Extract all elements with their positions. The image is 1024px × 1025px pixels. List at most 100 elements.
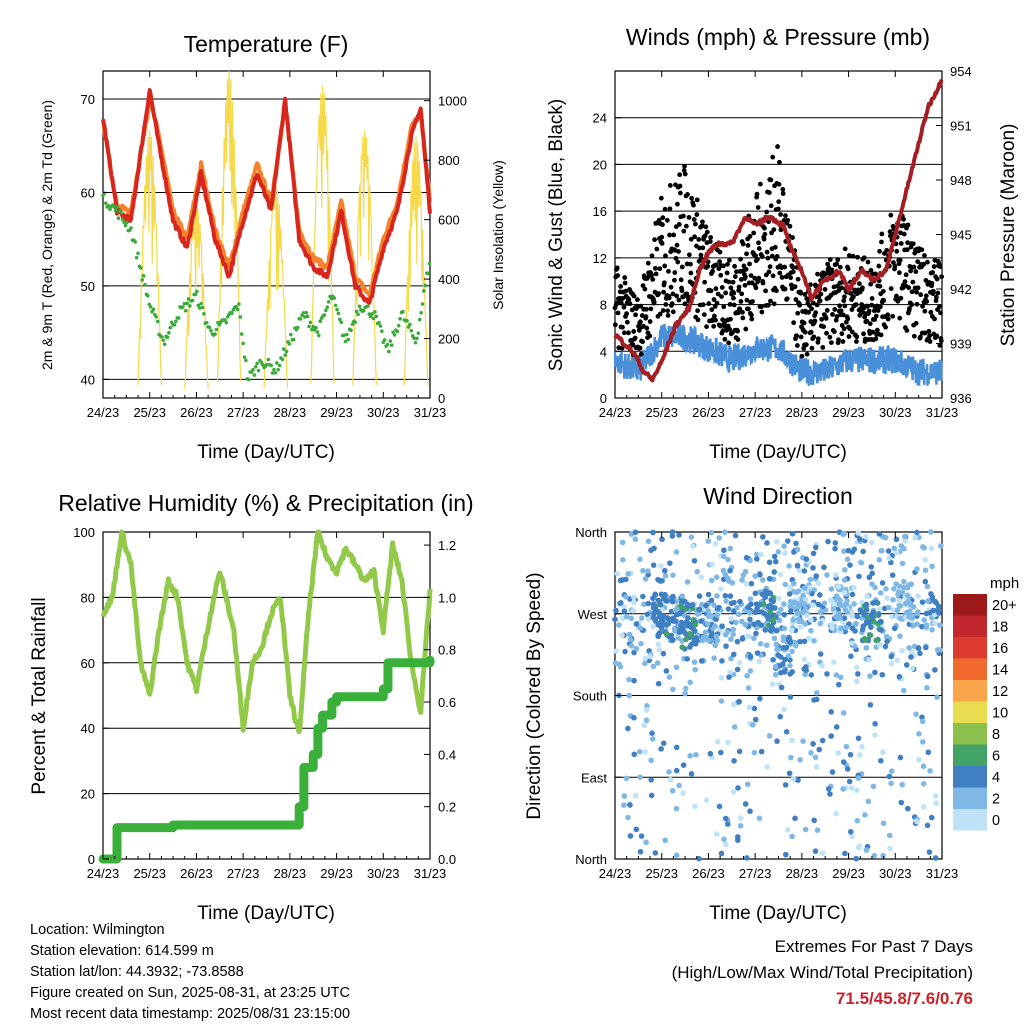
direction-point [794,610,801,617]
direction-point [879,548,885,554]
gust-point [754,191,760,197]
direction-point [763,642,770,648]
direction-point [704,621,711,627]
direction-point [632,792,639,799]
direction-point [678,608,685,615]
gust-point [717,249,723,255]
direction-point [886,832,893,839]
direction-point [642,655,648,662]
dewpoint-point [167,331,171,335]
direction-point [761,610,768,617]
gust-point [726,340,732,346]
direction-point [712,642,719,649]
direction-point [714,592,720,599]
direction-point [872,721,878,727]
direction-point [779,661,786,667]
direction-point [730,789,737,795]
direction-point [829,621,835,627]
direction-point [637,625,644,631]
gust-point [939,274,945,280]
gust-point [676,221,682,227]
direction-point [800,738,806,744]
dewpoint-point [196,303,201,308]
gust-point [731,290,737,296]
gust-point [652,237,658,243]
gust-point [850,253,856,259]
temperature-xtick-label: 24/23 [87,405,120,420]
dewpoint-point [241,341,245,346]
gust-point [725,261,730,267]
direction-point [672,627,678,634]
gust-point [840,312,846,318]
direction-point [866,574,873,581]
direction-point [757,571,763,578]
gust-point [621,304,627,310]
direction-point [655,633,662,640]
direction-point [640,593,646,600]
dewpoint-point [207,325,212,330]
direction-point [705,591,712,598]
gust-point [741,263,747,269]
dewpoint-point [318,319,323,324]
gust-point [685,191,690,197]
dewpoint-point [353,320,358,325]
winds-ytick-label: 24 [593,111,607,126]
dewpoint-point [251,367,255,372]
direction-point [650,601,657,607]
direction-point [793,540,799,547]
dewpoint-point [185,301,189,306]
direction-point [936,609,942,616]
direction-point [796,616,802,623]
direction-xtick-label: 27/23 [739,866,772,881]
direction-point [810,602,816,608]
direction-point [899,781,906,788]
direction-point [689,543,696,550]
dewpoint-point [154,315,159,319]
direction-point [908,654,914,660]
dewpoint-point [420,302,425,306]
temperature-xtick-label: 29/23 [320,405,353,420]
direction-point [731,599,737,606]
gust-point [811,334,817,340]
gust-point [743,274,748,280]
gust-point [915,285,921,291]
direction-point [775,595,782,602]
gust-point [623,288,629,294]
legend-label: 2 [992,792,1000,808]
direction-point [637,556,643,563]
direction-point [679,593,685,599]
direction-point [722,529,728,535]
gust-point [795,310,801,316]
gust-point [660,215,666,221]
legend-swatch [953,723,987,745]
gust-point [779,275,785,280]
direction-point [696,593,703,599]
dewpoint-point [129,226,133,230]
gust-point [830,312,835,317]
gust-point [675,201,680,207]
direction-point [669,529,676,535]
direction-point [648,792,655,799]
dewpoint-point [361,308,366,313]
direction-point [729,580,736,586]
winds-ytick-label: 20 [593,157,607,172]
gust-point [638,303,644,309]
direction-point [860,609,866,616]
dewpoint-point [146,294,150,298]
dewpoint-point [134,255,139,260]
gust-point [724,270,730,276]
direction-point [825,538,831,545]
direction-point [915,593,921,600]
direction-point [817,609,824,616]
legend-swatch [953,809,987,831]
direction-point [888,660,895,667]
direction-point [782,851,789,858]
gust-point [740,315,746,321]
direction-point [748,601,754,608]
dewpoint-point [392,333,397,337]
direction-point [684,579,691,585]
direction-point [673,852,680,859]
dewpoint-point [412,336,416,341]
direction-point [855,735,862,742]
gust-point [780,191,786,196]
